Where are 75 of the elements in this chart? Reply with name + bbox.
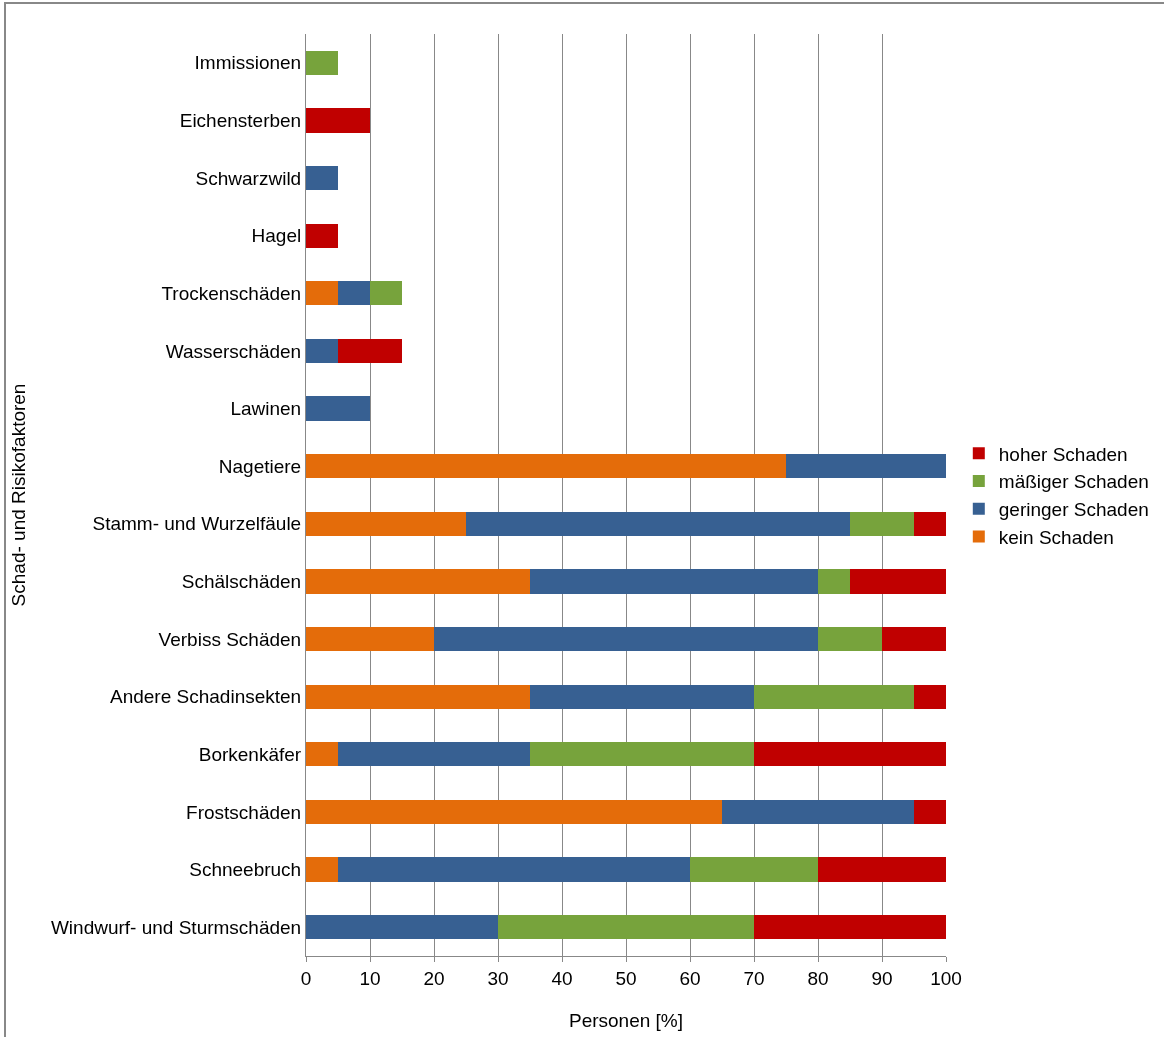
bar: [338, 857, 690, 882]
bar: [306, 338, 338, 364]
bar: [914, 511, 946, 536]
bar: [306, 799, 722, 825]
bar: [306, 626, 434, 652]
x-axis-title: Personen [%]: [568, 1009, 684, 1031]
bar: [306, 223, 338, 248]
bar: [306, 742, 338, 767]
y-tick-label: Schwarzwild: [195, 167, 302, 189]
y-tick-label: Immissionen: [194, 52, 302, 74]
bar: [850, 569, 946, 594]
y-axis-title: Schad- und Risikofaktoren: [7, 383, 29, 607]
bar: [306, 396, 370, 421]
y-tick-label: Hagel: [251, 225, 302, 247]
y-tick-label: Schälschäden: [181, 571, 302, 593]
bar: [722, 799, 914, 825]
bar: [818, 569, 850, 594]
bar: [338, 338, 402, 364]
legend-label: geringer Schaden: [998, 499, 1149, 521]
y-tick-label: Borkenkäfer: [198, 743, 302, 765]
bar: [530, 742, 754, 767]
y-tick-label: Nagetiere: [218, 455, 302, 477]
x-tick-label: 80: [807, 967, 829, 989]
bar: [466, 511, 850, 536]
bar: [786, 454, 946, 479]
x-tick-label: 20: [423, 967, 445, 989]
x-tick-label: 0: [300, 967, 312, 989]
y-tick-label: Trockenschäden: [161, 282, 302, 304]
bar: [306, 915, 498, 940]
x-tick-label: 30: [487, 967, 509, 989]
bar: [370, 281, 402, 306]
x-tick-label: 60: [679, 967, 701, 989]
x-tick-label: 90: [871, 967, 893, 989]
x-tick-label: 10: [359, 967, 381, 989]
y-tick-label: Eichensterben: [179, 110, 302, 132]
bar: [338, 742, 530, 767]
bar: [306, 684, 530, 709]
bar: [306, 281, 338, 306]
y-tick-label: Lawinen: [230, 398, 302, 420]
bar: [306, 454, 786, 479]
bar: [338, 281, 370, 306]
y-tick-label: Schneebruch: [189, 859, 302, 881]
bar: [914, 799, 946, 825]
bar: [498, 915, 754, 940]
bar: [914, 684, 946, 709]
bar: [306, 108, 370, 133]
bar: [306, 569, 530, 594]
bar: [818, 857, 946, 882]
bar: [850, 511, 914, 536]
bar: [530, 569, 818, 594]
bar: [754, 915, 946, 940]
y-tick-label: Stamm- und Wurzelfäule: [92, 513, 302, 535]
bar: [530, 684, 754, 709]
legend-label: kein Schaden: [998, 526, 1114, 548]
bar: [306, 857, 338, 882]
x-tick-label: 40: [551, 967, 573, 989]
y-tick-label: Verbiss Schäden: [158, 628, 302, 650]
x-tick-label: 100: [930, 967, 962, 989]
bar: [306, 511, 466, 536]
bar: [306, 50, 338, 75]
x-tick-label: 70: [743, 967, 765, 989]
x-tick-label: 50: [615, 967, 637, 989]
bar: [690, 857, 818, 882]
bar: [818, 626, 882, 652]
y-tick-label: Andere Schadinsekten: [110, 686, 302, 708]
bar: [754, 684, 914, 709]
y-tick-label: Windwurf- und Sturmschäden: [50, 916, 302, 938]
bar: [882, 626, 946, 652]
y-tick-label: Frostschäden: [186, 801, 302, 823]
legend-label: hoher Schaden: [998, 443, 1128, 465]
y-tick-label: Wasserschäden: [165, 340, 302, 362]
bar: [306, 165, 338, 191]
bar: [434, 626, 818, 652]
legend-label: mäßiger Schaden: [998, 471, 1149, 493]
bar: [754, 742, 946, 767]
